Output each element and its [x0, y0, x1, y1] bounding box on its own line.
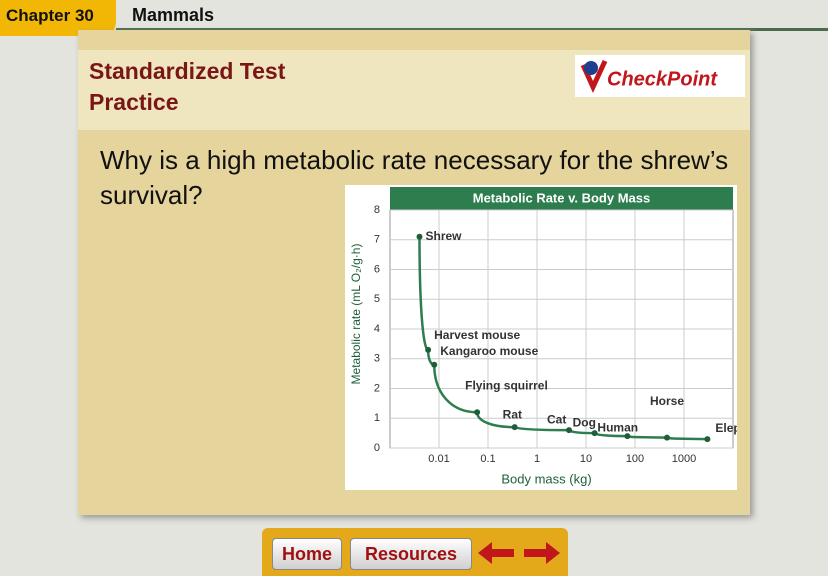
y-tick-label: 8 [374, 204, 380, 216]
point-label: Flying squirrel [465, 378, 548, 392]
x-tick-label: 1 [534, 453, 540, 465]
point [664, 434, 671, 441]
top-bar [116, 28, 828, 31]
point [704, 436, 711, 443]
logo-text: CheckPoint [607, 68, 718, 90]
chart-title: Metabolic Rate v. Body Mass [473, 190, 650, 205]
y-tick-label: 4 [374, 323, 380, 335]
point-label: Human [597, 420, 638, 434]
point-label: Elephant [715, 421, 737, 435]
point [624, 433, 631, 440]
point-label: Rat [503, 407, 522, 421]
point [416, 233, 423, 240]
point-label: Harvest mouse [434, 328, 520, 342]
chart: Metabolic Rate v. Body Mass 0 1 2 3 4 5 6 7 8 0.01… [345, 185, 737, 490]
x-axis-label: Body mass (kg) [501, 471, 591, 486]
title-bar [390, 187, 733, 210]
logo-badge [584, 61, 598, 75]
y-tick-label: 1 [374, 412, 380, 424]
y-tick-label: 5 [374, 293, 380, 305]
point-label: Dog [573, 415, 596, 429]
section-title: Mammals [132, 5, 215, 25]
x-tick-label: 0.1 [480, 453, 495, 465]
point-label: Kangaroo mouse [440, 344, 538, 358]
y-tick-label: 0 [374, 442, 380, 454]
point [591, 430, 598, 437]
y-tick-label: 3 [374, 353, 380, 365]
y-tick-label: 7 [374, 234, 380, 246]
point-label: Horse [650, 394, 684, 408]
x-tick-label: 100 [626, 453, 644, 465]
point [566, 427, 573, 434]
point-label: Shrew [426, 229, 463, 243]
x-tick-label: 0.01 [428, 453, 449, 465]
point-label: Cat [547, 412, 566, 426]
logo: CheckPoint [575, 55, 745, 97]
y-tick-label: 2 [374, 382, 380, 394]
question: Why is a high metabolic rate necessary f… [100, 145, 729, 210]
forward-arrow[interactable] [524, 542, 560, 564]
back-arrow[interactable] [478, 542, 514, 564]
point [431, 361, 438, 368]
home-button[interactable]: Home [272, 538, 342, 570]
point [425, 346, 432, 353]
x-tick-label: 1000 [672, 453, 696, 465]
point [474, 409, 481, 416]
curve [418, 236, 708, 441]
panel-title: Standardized Test Practice [89, 58, 286, 115]
x-tick-label: 10 [580, 453, 592, 465]
resources-button[interactable]: Resources [350, 538, 472, 570]
y-tick-label: 6 [374, 263, 380, 275]
point [511, 424, 518, 431]
arrows [478, 542, 560, 564]
y-axis-label: Metabolic rate (mL O₂/g·h) [349, 244, 363, 385]
